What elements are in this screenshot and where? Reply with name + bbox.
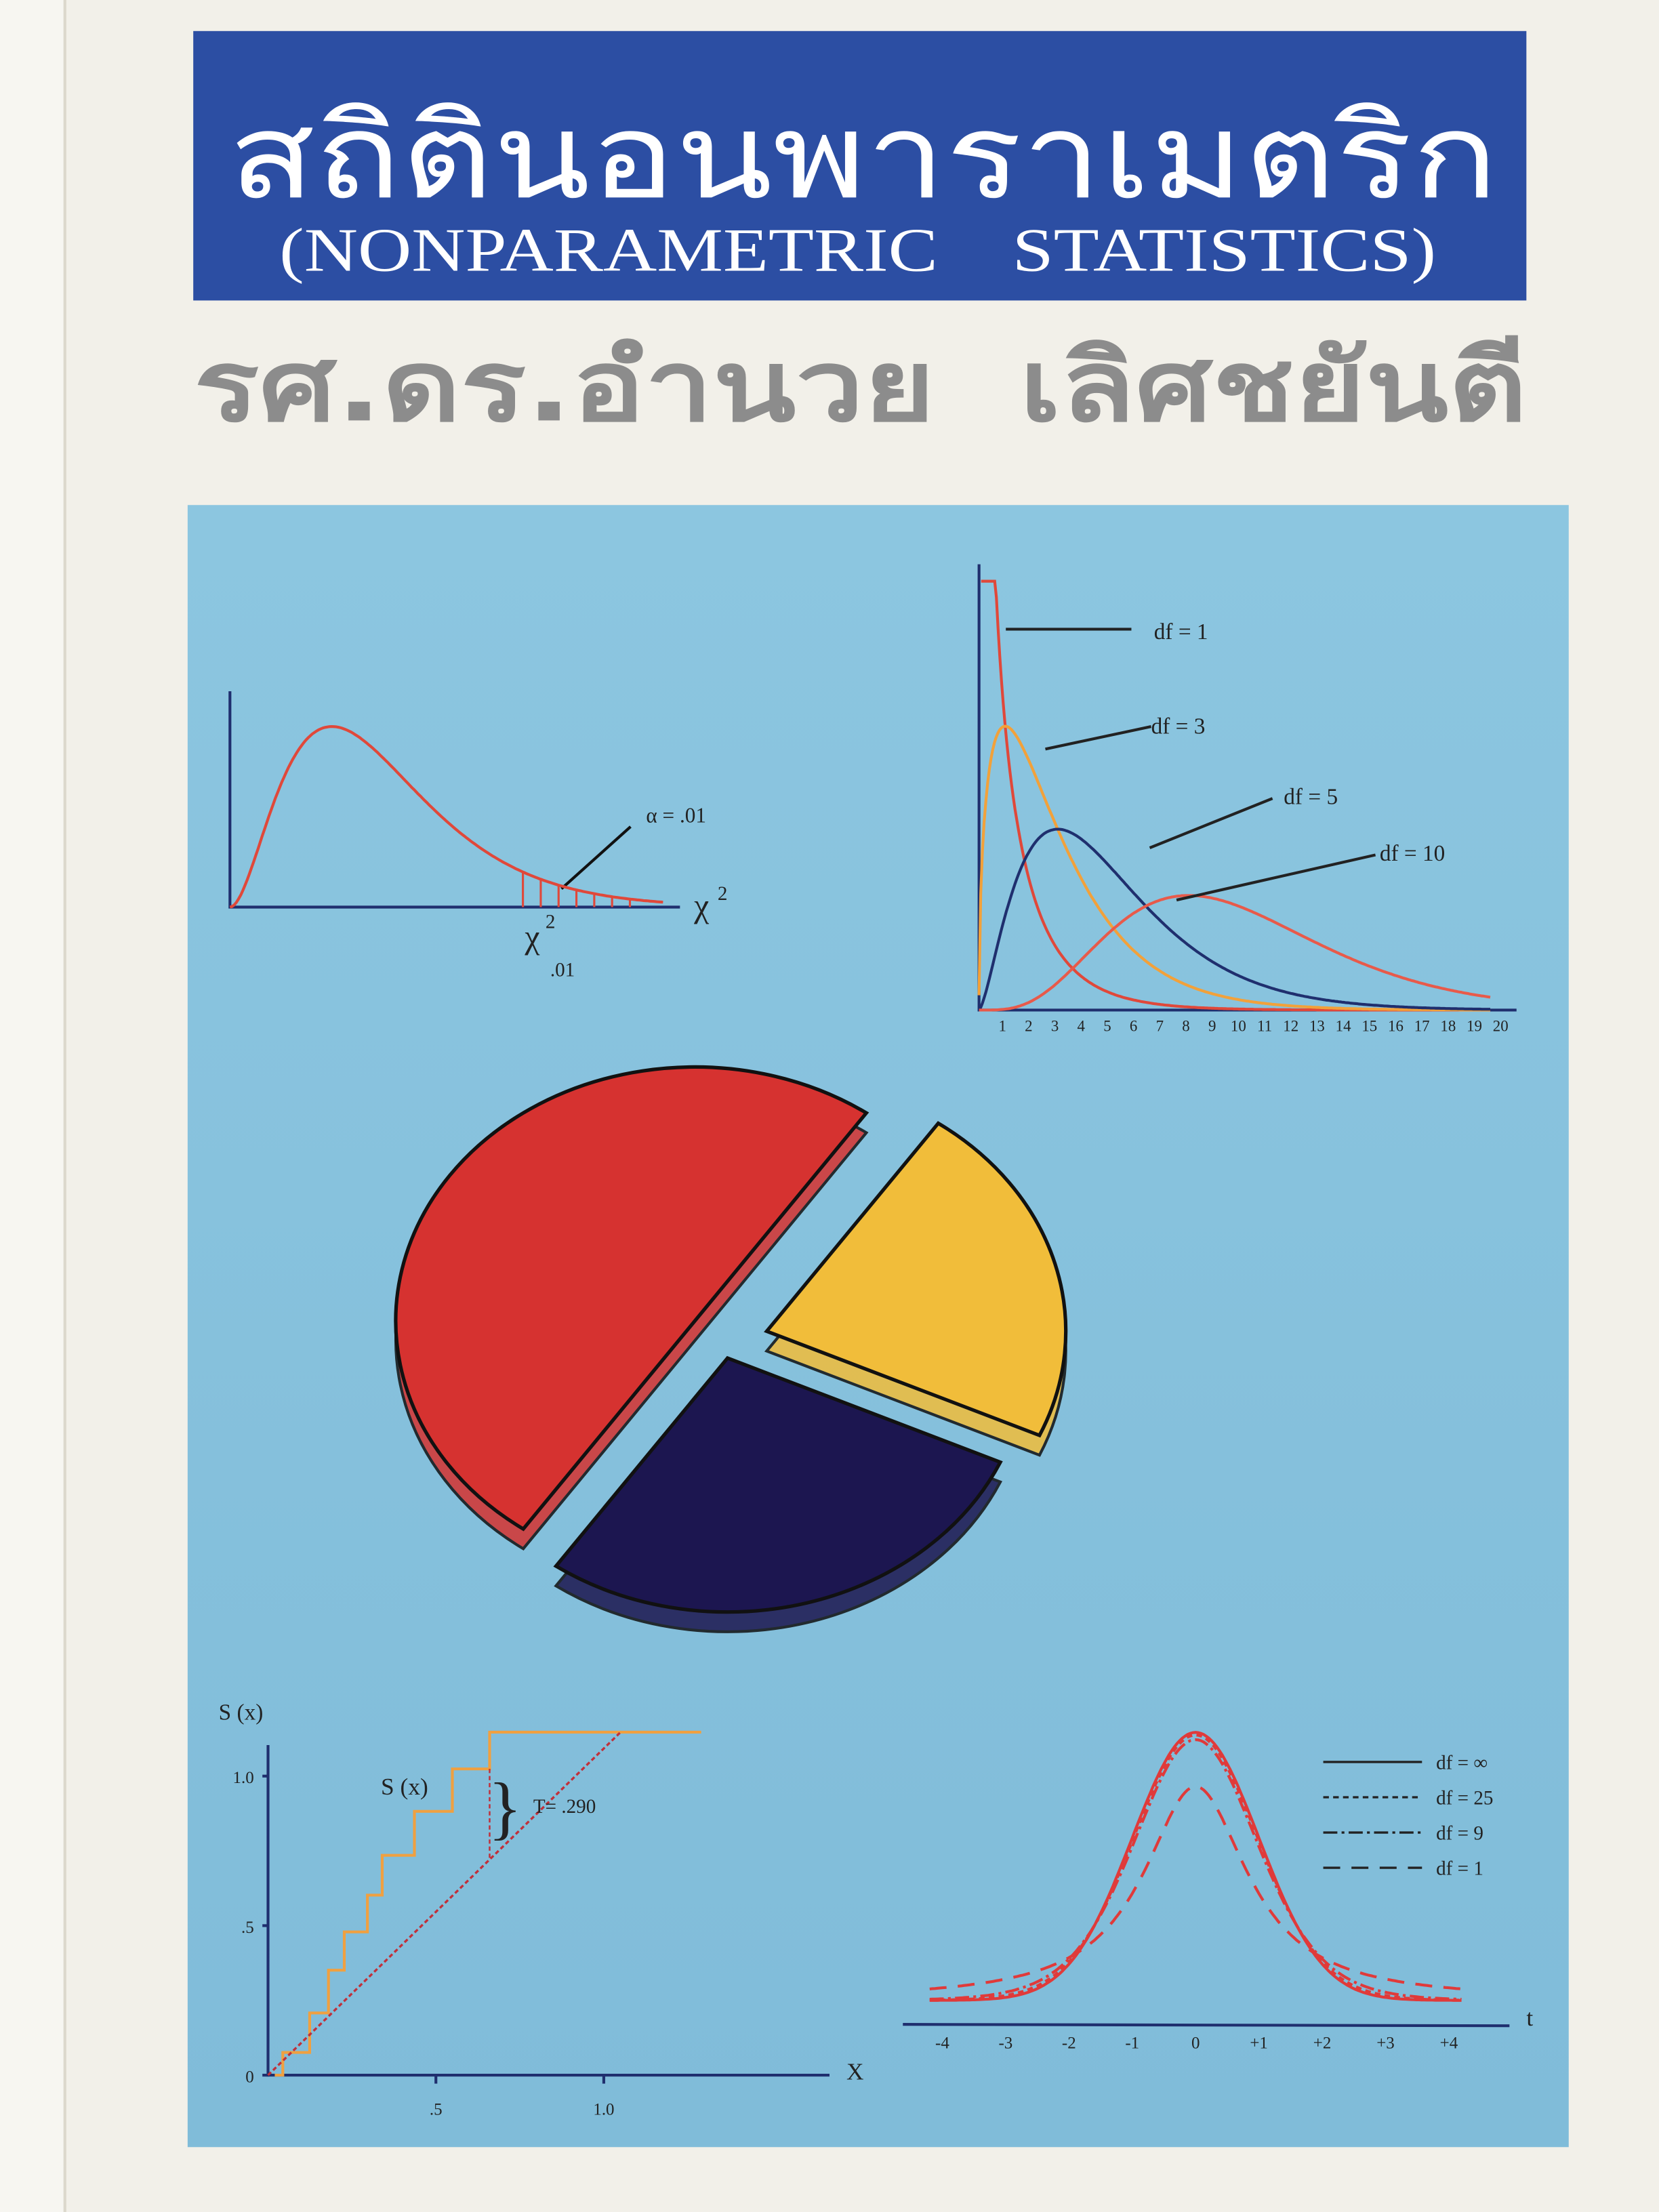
x-tick-label: +4 [1440,2034,1458,2053]
x-tick-label: .5 [430,2100,443,2118]
author-name: รศ.ดร.อำนวย เลิศชยันตี [194,329,1527,444]
y-axis-title: S (x) [219,1700,264,1725]
x-tick-label: 15 [1361,1018,1377,1035]
y-tick-label: 0 [245,2068,253,2086]
title-band [193,30,1527,301]
x-tick-label: 1 [998,1018,1006,1035]
x-axis-title: X [846,2057,864,2085]
legend-label: df = ∞ [1436,1752,1488,1774]
x-tick-label: +2 [1313,2034,1332,2053]
pie-chart [394,1065,1068,1633]
pie-slice [553,1355,1003,1614]
x-tick-label: 4 [1078,1018,1086,1035]
legend-label: df = 1 [1436,1858,1483,1879]
series-label: S (x) [381,1773,428,1800]
label-df-10: df = 10 [1380,841,1445,866]
x-tick-label: +1 [1250,2034,1268,2053]
x-tick-label: 13 [1309,1018,1325,1035]
pie-slice [764,1121,1068,1438]
title-english: (NONPARAMETRIC STATISTICS) [279,216,1436,285]
critical-value-label: χ 2.01 [524,912,575,981]
x-tick-label: 1.0 [593,2100,614,2118]
pie-slice [394,1065,869,1532]
label-df-1: df = 1 [1154,619,1208,644]
curve-df-3 [977,724,1491,1012]
y-tick-label: .5 [241,1919,254,1937]
x-tick-label: 16 [1388,1018,1404,1035]
x-tick-label: 20 [1493,1018,1509,1035]
t-curve [929,1785,1462,1990]
density-curve [229,724,663,909]
alpha-label: α = .01 [646,804,706,827]
x-tick-label: 10 [1231,1018,1246,1035]
curve-df-5 [977,827,1491,1011]
t-curve [929,1734,1462,2002]
x-tick-label: 7 [1156,1018,1164,1035]
x-tick-label: -2 [1062,2034,1076,2053]
x-tick-label: 12 [1283,1018,1298,1035]
x-axis [903,2023,1510,2028]
x-tick-label: -3 [998,2034,1012,2053]
label-df-3: df = 3 [1151,714,1206,739]
x-tick-label: 19 [1467,1018,1482,1035]
x-axis-title: t [1526,2004,1533,2031]
x-tick-label: -1 [1125,2034,1139,2053]
alpha-pointer [560,825,632,890]
t-curve [929,1731,1462,2002]
x-tick-label: -4 [935,2034,949,2053]
step-function [274,1730,701,2077]
chi-square-family-chart: 1 2 3 4 5 6 7 8 9 10 11 12 13 14 15 16 17 18 19 20 df = 1 d… [977,564,1517,1035]
x-tick-label: 14 [1336,1018,1351,1035]
pointer-df-10 [1176,853,1376,902]
reference-line [267,1731,621,2076]
title-thai: สถิตินอนพาราเมตริก [228,88,1498,226]
brace: } [488,1768,522,1847]
x-tick-label: 6 [1130,1018,1137,1035]
x-tick-label: 5 [1103,1018,1111,1035]
curve-df-10 [979,894,1491,1012]
legend-label: df = 9 [1436,1822,1483,1844]
x-tick-label: 9 [1208,1018,1216,1035]
x-tick-label: +3 [1376,2034,1395,2053]
pointer-df-3 [1045,725,1152,751]
x-tick-label: 8 [1182,1018,1189,1035]
empirical-distribution-chart: S (x) X 0 .5 1.0 .5 1.0 S (x) } T= .290 [219,1700,864,2119]
x-tick-label: 11 [1257,1018,1272,1035]
spine-edge [0,0,65,2212]
legend-label: df = 25 [1436,1787,1493,1809]
pointer-df-5 [1149,797,1273,849]
x-tick-label: 17 [1414,1018,1430,1035]
x-tick-label: 18 [1440,1018,1456,1035]
y-tick-label: 1.0 [232,1769,253,1787]
label-df-5: df = 5 [1284,785,1338,810]
x-tick-label: 2 [1025,1018,1032,1035]
x-tick-label: 0 [1191,2034,1200,2053]
t-curve [929,1738,1462,2001]
x-tick-label: 3 [1051,1018,1059,1035]
legend: df = ∞ df = 25 df = 9 df = 1 [1323,1752,1493,1879]
t-statistic-label: T= .290 [533,1796,596,1818]
